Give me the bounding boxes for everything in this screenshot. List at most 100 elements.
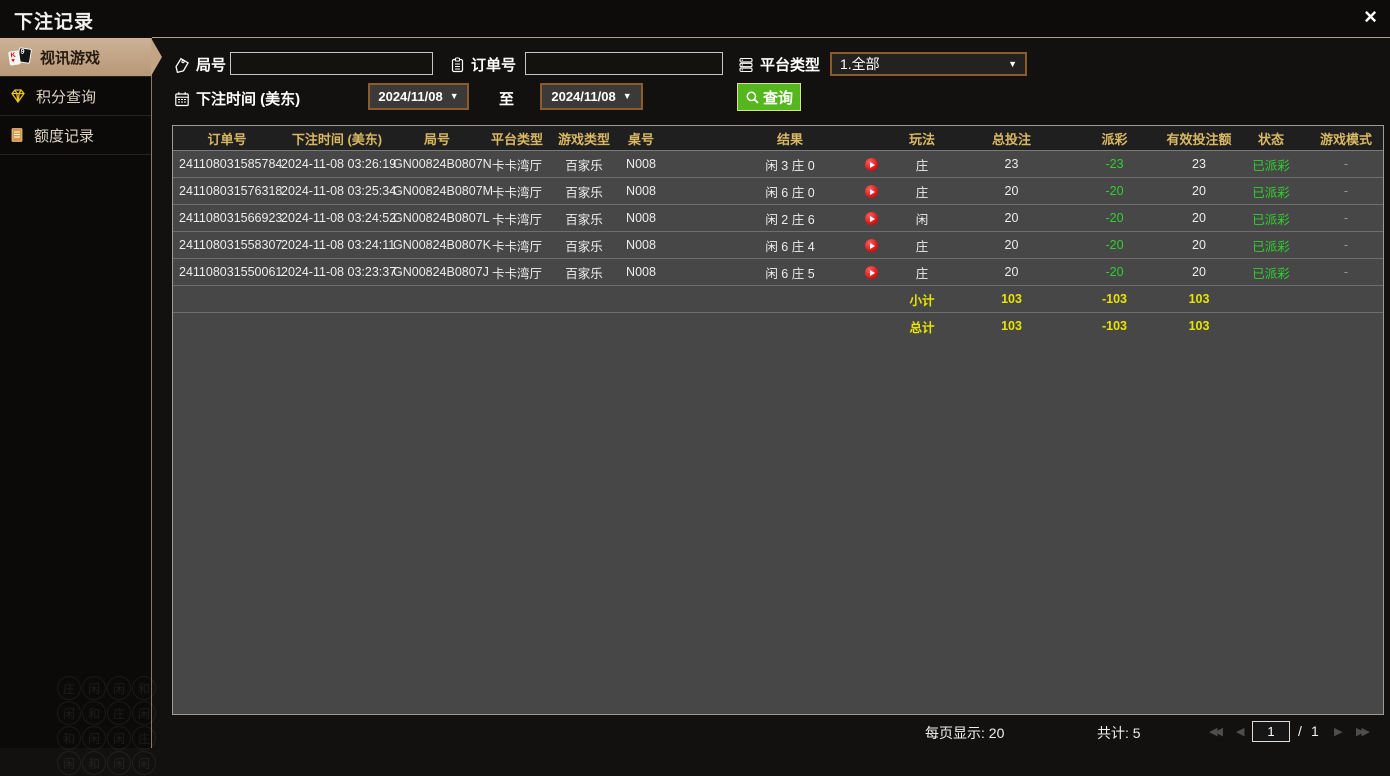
cell-bet-type: 庄 xyxy=(887,258,957,286)
cell-bet-type: 闲 xyxy=(887,204,957,232)
cell-empty xyxy=(1307,285,1383,313)
date-from-picker[interactable]: 2024/11/08 ▼ xyxy=(368,83,469,110)
cell-summary: 总计 xyxy=(887,312,957,339)
column-header xyxy=(667,126,725,151)
cell-payout: -20 xyxy=(1066,204,1163,232)
cell-result: 闲 2 庄 6 xyxy=(725,204,855,232)
cell-empty xyxy=(393,312,481,339)
cell-game-mode: - xyxy=(1307,150,1383,178)
cell-empty xyxy=(173,285,281,313)
platform-select-value: 1.全部 xyxy=(840,56,880,72)
list-stack-icon xyxy=(738,57,754,73)
cell-status: 已派彩 xyxy=(1235,204,1307,232)
cell-platform: 卡卡湾厅 xyxy=(481,258,553,286)
platform-type-label: 平台类型 xyxy=(760,57,821,74)
cell-status: 已派彩 xyxy=(1235,177,1307,205)
roadmap-bead: 闲 xyxy=(107,751,131,775)
platform-type-label-group: 平台类型 xyxy=(738,54,820,75)
replay-play-icon[interactable] xyxy=(864,158,878,172)
cell-game-mode: - xyxy=(1307,258,1383,286)
roadmap-bead: 和 xyxy=(132,676,156,700)
replay-play-icon[interactable] xyxy=(864,212,878,226)
to-label: 至 xyxy=(499,91,515,108)
roadmap-bead: 闲 xyxy=(57,701,81,725)
cell-empty xyxy=(393,285,481,313)
table-row: 241108031566923 2024-11-08 03:24:52 GN0082… xyxy=(173,204,1383,232)
cell-valid-bet: 20 xyxy=(1163,258,1235,286)
cell-game-type: 百家乐 xyxy=(553,177,615,205)
cell-status: 已派彩 xyxy=(1235,258,1307,286)
cell-valid-bet: 20 xyxy=(1163,204,1235,232)
cell-result: 闲 6 庄 4 xyxy=(725,231,855,259)
column-header: 派彩 xyxy=(1066,126,1163,151)
cell-summary: 小计 xyxy=(887,285,957,313)
column-header xyxy=(855,126,887,151)
cell-game-mode: - xyxy=(1307,177,1383,205)
replay-play-icon[interactable] xyxy=(864,185,878,199)
cell-order: 241108031566923 xyxy=(173,204,282,232)
cell-game-mode: - xyxy=(1307,231,1383,259)
last-page-icon[interactable]: ▶▶ xyxy=(1356,726,1370,738)
cell-platform: 卡卡湾厅 xyxy=(481,204,553,232)
roadmap-bead: 闲 xyxy=(57,751,81,775)
replay-play-icon[interactable] xyxy=(864,266,878,280)
roadmap-bead: 闲 xyxy=(82,676,106,700)
sidebar-item-video-games[interactable]: 9 K ♥ 视讯游戏 xyxy=(0,38,151,77)
date-to-value: 2024/11/08 xyxy=(551,89,616,104)
cell-bet-type: 庄 xyxy=(887,231,957,259)
chevron-down-icon: ▼ xyxy=(622,91,632,101)
sidebar-item-points-query[interactable]: 积分查询 xyxy=(0,77,151,116)
date-to-picker[interactable]: 2024/11/08 ▼ xyxy=(540,83,643,110)
cell-round: GN00824B0807L xyxy=(393,204,490,232)
cell-replay xyxy=(855,258,887,286)
roadmap-bead: 闲 xyxy=(82,726,106,750)
cell-empty xyxy=(173,312,281,339)
cell-empty xyxy=(667,285,725,313)
replay-play-icon[interactable] xyxy=(864,239,878,253)
window-title: 下注记录 xyxy=(14,12,95,33)
cell-valid-bet: 23 xyxy=(1163,150,1235,178)
column-header: 桌号 xyxy=(615,126,667,151)
page-number-input[interactable] xyxy=(1252,721,1290,742)
cell-bet-type: 庄 xyxy=(887,177,957,205)
prev-page-icon[interactable]: ◀ xyxy=(1236,726,1245,738)
cell-payout: -20 xyxy=(1066,258,1163,286)
platform-select[interactable]: 1.全部 ▼ xyxy=(830,52,1027,76)
column-header: 结果 xyxy=(725,126,855,151)
cell-spacer xyxy=(667,150,725,178)
close-icon[interactable]: × xyxy=(1364,4,1377,29)
cell-total-bet: 20 xyxy=(957,231,1066,259)
order-number-input[interactable] xyxy=(525,52,723,75)
bet-records-panel: 订单号 下注时间 (美东) 局号 平台类型 游戏类型 桌号 结果 玩法 总投注 派彩 有效投注额 状态… xyxy=(172,125,1384,715)
cell-time: 2024-11-08 03:25:34 xyxy=(281,177,396,205)
gem-icon xyxy=(9,88,27,104)
roadmap-bead: 闲 xyxy=(132,701,156,725)
round-number-input[interactable] xyxy=(230,52,433,75)
round-number-label: 局号 xyxy=(196,57,227,74)
cell-total-bet: 20 xyxy=(957,177,1066,205)
date-from-value: 2024/11/08 xyxy=(378,89,443,104)
round-number-label-group: 局号 xyxy=(174,54,226,75)
first-page-icon[interactable]: ◀◀ xyxy=(1209,726,1223,738)
roadmap-bead: 和 xyxy=(82,751,106,775)
document-icon xyxy=(9,127,25,143)
sidebar-item-label: 额度记录 xyxy=(34,127,95,145)
cell-status: 已派彩 xyxy=(1235,150,1307,178)
cell-empty xyxy=(281,285,393,313)
cell-total-bet: 20 xyxy=(957,258,1066,286)
column-header: 局号 xyxy=(393,126,481,151)
roadmap-bead: 庄 xyxy=(107,701,131,725)
search-button[interactable]: 查询 xyxy=(737,83,801,111)
cell-game-type: 百家乐 xyxy=(553,231,615,259)
page-separator: / xyxy=(1298,723,1302,739)
cell-table-no: N008 xyxy=(615,177,667,205)
cell-game-mode: - xyxy=(1307,204,1383,232)
cell-time: 2024-11-08 03:26:19 xyxy=(281,150,396,178)
cell-summary: 103 xyxy=(957,312,1066,339)
cell-empty xyxy=(1307,312,1383,339)
next-page-icon[interactable]: ▶ xyxy=(1334,726,1343,738)
cell-summary: -103 xyxy=(1066,312,1163,339)
chevron-down-icon: ▼ xyxy=(1008,58,1017,69)
sidebar-item-quota-records[interactable]: 额度记录 xyxy=(0,116,151,155)
cell-empty xyxy=(615,285,667,313)
